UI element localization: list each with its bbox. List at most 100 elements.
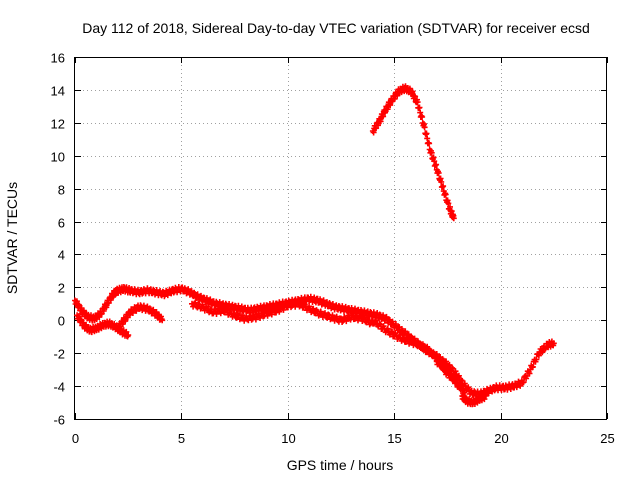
data-point [192,299,199,306]
data-point [431,350,438,357]
data-point [533,356,540,363]
data-point [333,313,340,320]
chart-title: Day 112 of 2018, Sidereal Day-to-day VTE… [82,20,590,36]
data-point [322,310,328,317]
x-tick-label: 15 [387,431,401,446]
data-series [72,83,557,408]
y-tick-label: 6 [58,216,65,231]
y-tick-labels: -6 -4 -2 0 2 4 6 8 10 12 14 16 [51,51,65,428]
data-point [427,347,434,354]
data-point [435,170,442,176]
series-mid-band [189,298,376,328]
y-axis-title: SDTVAR / TECUs [4,182,20,294]
data-point [231,310,238,317]
data-point [450,372,457,379]
x-tick-label: 25 [600,431,614,446]
data-point [421,124,428,131]
grid-lines [75,57,607,419]
data-point [280,306,287,313]
data-point [402,328,409,335]
data-point [373,317,380,324]
data-point [535,352,542,359]
data-point [262,308,269,315]
data-point [450,215,457,222]
data-point [298,300,305,307]
data-point [529,363,536,370]
data-point [400,334,407,341]
plot-frame [74,57,607,420]
y-tick-label: 16 [51,51,65,66]
data-point [520,379,527,386]
x-tick-label: 10 [281,431,295,446]
series-afternoon-spike [433,357,468,397]
data-point [408,336,415,343]
data-point [384,325,391,332]
x-tick-label: 5 [178,431,185,446]
data-point [416,104,423,111]
data-point [376,320,383,327]
series-main [72,284,557,400]
data-point [428,149,435,156]
data-point [343,318,350,325]
data-point [377,321,384,328]
data-point [445,200,452,207]
data-point [455,372,462,379]
data-point [426,140,433,147]
y-tick-label: -4 [53,380,65,395]
data-point [424,343,431,350]
y-tick-label: 12 [51,117,65,132]
data-point [236,316,243,323]
y-tick-label: -2 [53,347,65,362]
data-point [433,161,440,168]
data-point [423,344,430,351]
data-point [227,307,234,314]
data-point [389,328,396,335]
data-point [146,305,153,312]
x-tick-label: 20 [494,431,508,446]
data-point [360,315,367,322]
data-point [419,341,426,348]
data-point [539,349,546,356]
data-point [428,348,435,355]
data-point [252,316,259,323]
data-point [414,99,421,106]
data-point [419,114,426,120]
data-point [417,345,424,351]
data-point [412,338,419,345]
y-tick-label: 0 [58,314,65,329]
data-point [392,321,399,327]
data-point [197,305,204,312]
axis-ticks [75,57,608,420]
series-early-rise [114,302,166,334]
y-tick-label: 8 [58,183,65,198]
data-point [372,318,378,325]
data-point [442,191,449,198]
data-point [415,339,422,346]
data-point [364,316,371,323]
y-tick-label: 4 [58,248,65,263]
data-point [203,303,210,310]
data-point [257,315,264,321]
data-point [317,308,324,315]
data-point [327,316,334,323]
series-dip-low [459,391,489,408]
data-point [294,298,301,305]
y-tick-label: -6 [53,413,65,428]
y-tick-label: 2 [58,281,65,296]
y-tick-label: 14 [51,84,65,99]
data-point [361,314,368,321]
data-point [550,340,557,347]
data-point [206,309,213,316]
data-point [465,384,472,391]
data-point [310,305,317,312]
x-tick-label: 0 [72,431,79,446]
x-tick-labels: 0 5 10 15 20 25 [72,431,615,446]
series-late-arc [369,83,457,222]
data-point [526,370,533,377]
data-point [438,178,445,185]
data-point [398,337,405,344]
data-point [396,332,403,339]
data-point [482,393,489,399]
x-axis-title: GPS time / hours [287,457,394,473]
